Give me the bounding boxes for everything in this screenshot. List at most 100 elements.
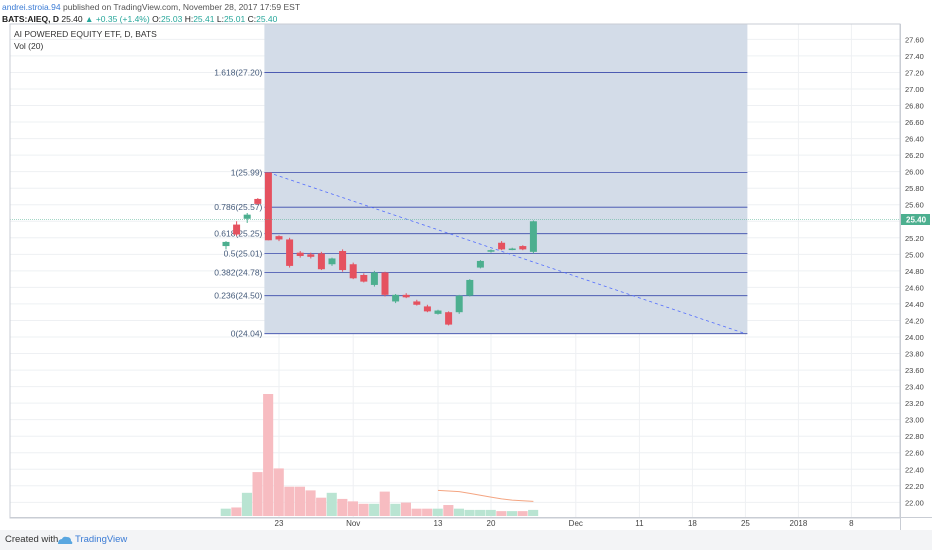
price-axis-tick-label: 23.80 (905, 350, 924, 359)
volume-bar (294, 486, 305, 516)
time-axis-tick-label: 13 (434, 519, 443, 528)
price-axis-tick-label: 22.60 (905, 449, 924, 458)
price-axis-tick-label: 24.00 (905, 333, 924, 342)
price-axis-tick-label: 25.80 (905, 184, 924, 193)
volume-bar (400, 502, 411, 516)
volume-indicator-label: Vol (20) (14, 41, 43, 51)
price-axis-tick-label: 26.60 (905, 118, 924, 127)
high-value: 25.41 (193, 14, 215, 24)
time-axis-tick-label: 25 (741, 519, 750, 528)
price-axis[interactable]: 27.60 27.40 27.20 27.00 26.80 26.60 26.40 26.20… (905, 35, 924, 507)
volume-bar (369, 503, 380, 516)
fib-level-label: 0.5(25.01) (224, 249, 263, 259)
fib-level-label: 1.618(27.20) (214, 67, 262, 77)
price-axis-tick-label: 22.00 (905, 498, 924, 507)
volume-bar (432, 508, 443, 516)
volume-bar (326, 492, 337, 516)
candle-body (296, 252, 304, 256)
volume-bar (273, 468, 284, 516)
candle-body (381, 272, 389, 295)
close-value: 25.40 (256, 14, 278, 24)
fib-level-label: 0(24.04) (231, 329, 263, 339)
author-link[interactable]: andrei.stroia.94 (2, 2, 61, 12)
publish-info: andrei.stroia.94 published on TradingVie… (2, 1, 300, 13)
open-label: O: (152, 14, 162, 24)
volume-pane (220, 394, 539, 516)
volume-bar (390, 503, 401, 516)
price-axis-tick-label: 23.00 (905, 416, 924, 425)
time-axis-tick-label: 20 (487, 519, 496, 528)
volume-ma-line (437, 489, 534, 502)
candle-body (275, 236, 283, 240)
candle-body (286, 239, 294, 266)
price-axis-tick-label: 22.20 (905, 482, 924, 491)
candle-body (233, 224, 241, 235)
time-axis-tick-label: Nov (346, 519, 360, 528)
candle-body (392, 294, 400, 302)
candle-body (402, 294, 410, 298)
ohlc-line: BATS:AIEQ, D 25.40 ▲ +0.35 (+1.4%) O:25.… (2, 13, 277, 25)
price-axis-tick-label: 26.20 (905, 151, 924, 160)
fib-shaded-area (264, 24, 748, 334)
publish-text: published on TradingView.com, November 2… (62, 2, 301, 12)
volume-bar (284, 486, 295, 516)
candles (222, 172, 537, 326)
low-value: 25.01 (223, 14, 246, 24)
candle-body (243, 214, 251, 219)
candle-body (455, 295, 463, 313)
candle-body (413, 301, 421, 305)
volume-bar (379, 491, 390, 516)
volume-bar (475, 509, 486, 516)
candle-body (264, 172, 272, 241)
candle-body (370, 272, 378, 285)
candle-body (466, 279, 474, 296)
close-label: C: (247, 14, 257, 24)
last-price: 25.40 (61, 14, 83, 24)
price-axis-tick-label: 22.40 (905, 465, 924, 474)
time-axis-tick-label: Dec (569, 519, 583, 528)
volume-bar (422, 508, 433, 516)
time-axis-tick-label: 8 (849, 519, 854, 528)
volume-bar (485, 509, 496, 516)
candle-body (328, 258, 336, 265)
tradingview-brand-link[interactable]: TradingView (75, 534, 128, 545)
time-axis-tick-label: 18 (688, 519, 697, 528)
volume-bar (305, 490, 316, 516)
candle-body (476, 260, 484, 268)
candle-body (434, 310, 442, 314)
tradingview-logo-icon (58, 536, 73, 544)
volume-bar (347, 501, 358, 516)
candle-body (307, 254, 315, 257)
price-axis-tick-label: 25.00 (905, 250, 924, 259)
volume-bar (443, 505, 454, 516)
volume-bar (517, 511, 528, 516)
candle-body (360, 274, 368, 282)
chart-canvas[interactable]: 1.618(27.20)1(25.99)0.786(25.57)0.618(25… (0, 0, 932, 530)
time-axis-tick-label: 2018 (790, 519, 808, 528)
fib-level-label: 0.786(25.57) (214, 202, 262, 212)
price-axis-tick-label: 24.20 (905, 316, 924, 325)
fibonacci-retracement[interactable]: 1.618(27.20)1(25.99)0.786(25.57)0.618(25… (214, 24, 748, 339)
price-axis-tick-label: 26.40 (905, 135, 924, 144)
footer: Created with TradingView (0, 530, 932, 550)
candle-body (498, 242, 506, 250)
price-axis-tick-label: 24.60 (905, 283, 924, 292)
volume-bar (411, 508, 422, 516)
price-axis-tick-label: 25.20 (905, 234, 924, 243)
price-axis-tick-label: 27.40 (905, 52, 924, 61)
candle-body (519, 246, 527, 250)
time-axis-tick-label: 23 (275, 519, 284, 528)
volume-bar (337, 498, 348, 516)
price-axis-tick-label: 27.00 (905, 85, 924, 94)
volume-bar (316, 497, 327, 516)
fib-level-label: 0.236(24.50) (214, 291, 262, 301)
volume-bar (358, 503, 369, 516)
time-axis-tick-label: 11 (635, 519, 644, 528)
time-axis[interactable]: 23 Nov 13 20 Dec 11 18 25 2018 8 (275, 519, 855, 528)
volume-bar (464, 509, 475, 516)
candle-body (349, 264, 357, 279)
created-with-text: Created with (5, 534, 59, 545)
volume-bar (220, 508, 231, 516)
candle-body (254, 198, 262, 204)
fib-level-label: 1(25.99) (231, 167, 263, 177)
